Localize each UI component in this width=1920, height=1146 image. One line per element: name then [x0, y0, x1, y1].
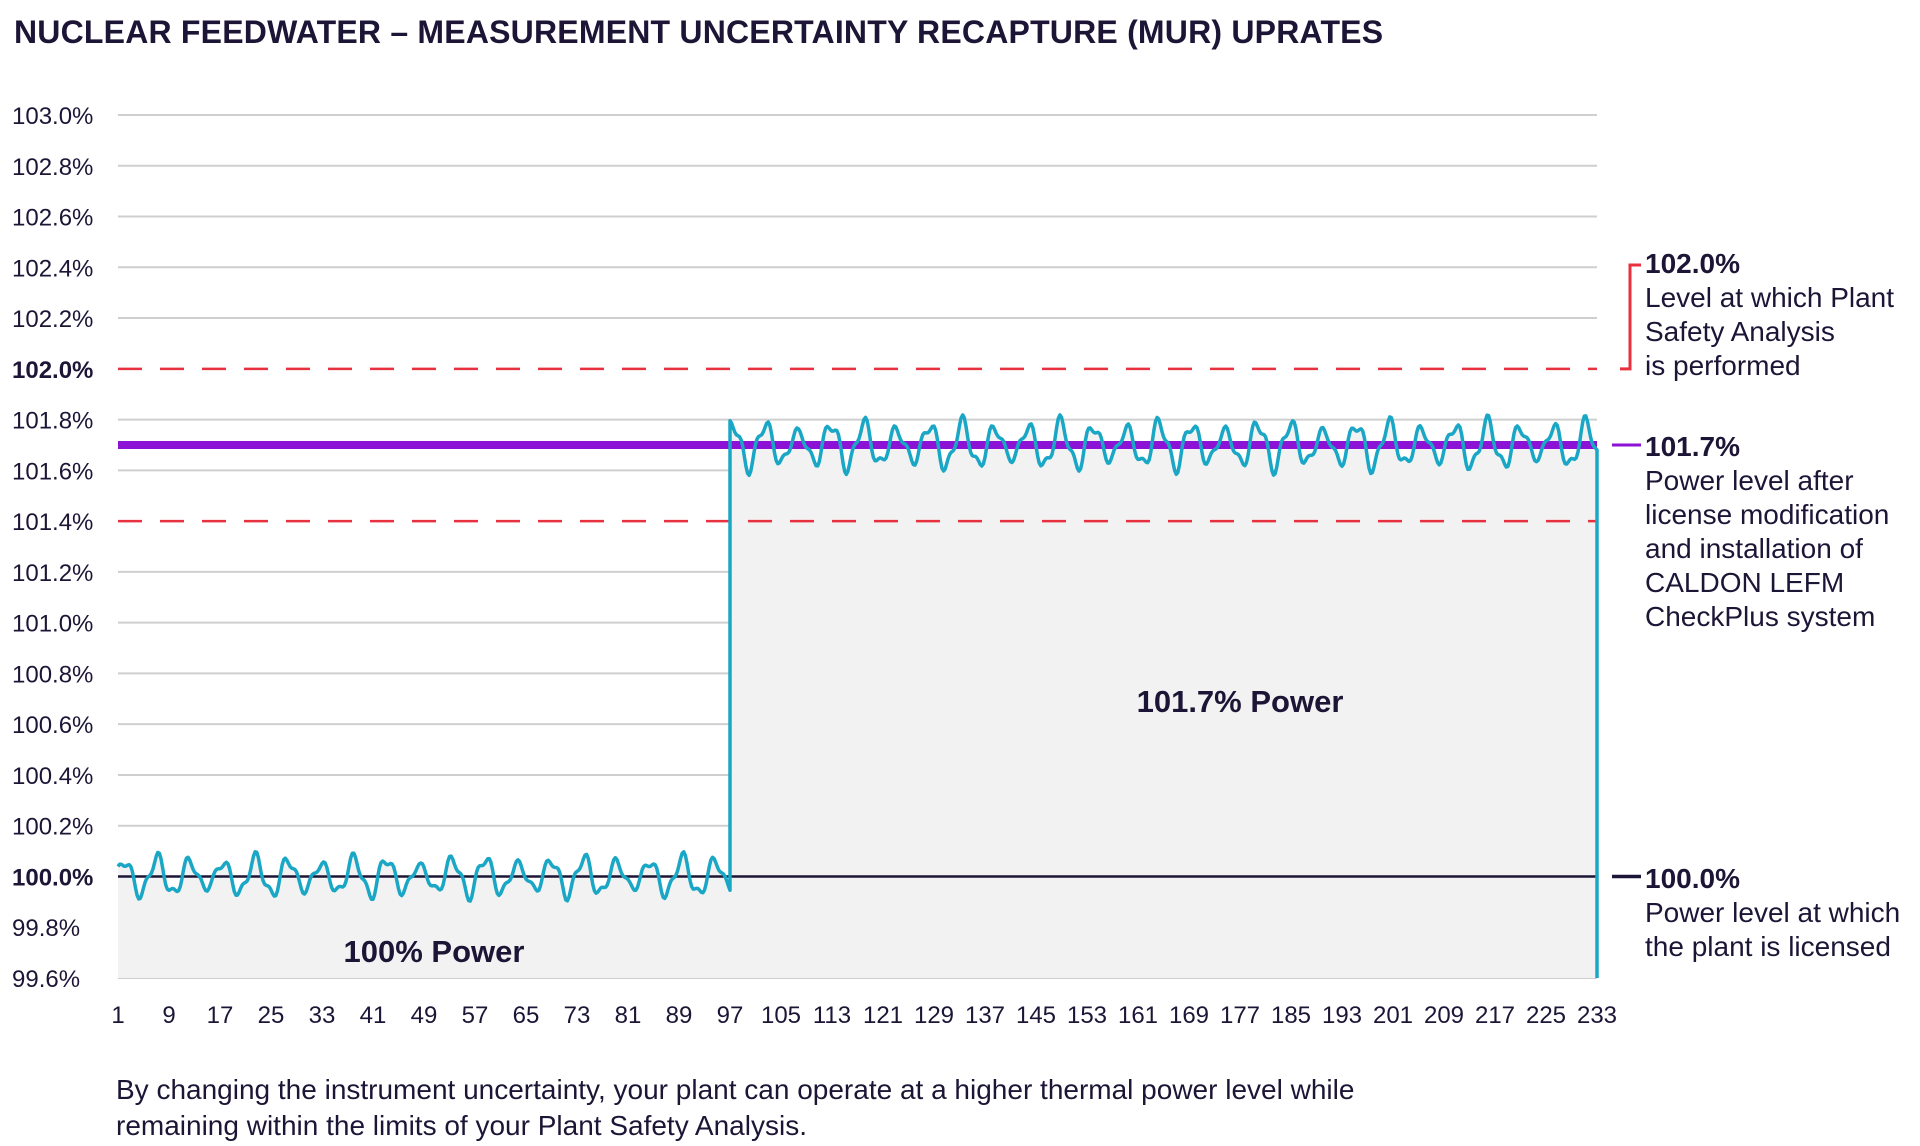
power-series-line — [116, 413, 1599, 978]
x-tick-label: 217 — [1475, 1002, 1515, 1029]
region-label-1017: 101.7% Power — [1137, 684, 1344, 719]
annotation-licensed: 100.0% Power level at which the plant is… — [1645, 862, 1900, 964]
x-tick-label: 57 — [462, 1002, 489, 1029]
y-tick-label: 101.8% — [12, 408, 93, 435]
x-tick-label: 65 — [513, 1002, 540, 1029]
x-tick-label: 9 — [162, 1002, 175, 1029]
series-lines — [116, 413, 1599, 978]
x-tick-label: 169 — [1169, 1002, 1209, 1029]
x-tick-label: 121 — [863, 1002, 903, 1029]
x-tick-label: 105 — [761, 1002, 801, 1029]
x-tick-label: 145 — [1016, 1002, 1056, 1029]
y-tick-label: 100.2% — [12, 814, 93, 841]
x-tick-label: 49 — [411, 1002, 438, 1029]
x-tick-label: 209 — [1424, 1002, 1464, 1029]
annotation-licensed-description: Power level at which the plant is licens… — [1645, 897, 1901, 962]
power-area-fill — [118, 414, 1597, 978]
grid-lines — [118, 114, 1597, 979]
annotation-uprate: 101.7% Power level after license modific… — [1645, 430, 1889, 634]
chart-title: NUCLEAR FEEDWATER – MEASUREMENT UNCERTAI… — [14, 14, 1384, 50]
x-tick-label: 193 — [1322, 1002, 1362, 1029]
y-tick-label: 100.4% — [12, 763, 93, 790]
x-tick-label: 201 — [1373, 1002, 1413, 1029]
line-chart: 99.6% 99.8% 100.0% 100.2% 100.4% 100.6% 100.8%… — [12, 103, 1641, 1029]
annotation-licensed-value: 100.0% — [1645, 863, 1740, 894]
y-tick-label: 101.2% — [12, 560, 93, 587]
y-tick-label: 99.6% — [12, 966, 80, 993]
y-tick-label: 100.6% — [12, 712, 93, 739]
x-tick-label: 161 — [1118, 1002, 1158, 1029]
y-tick-label: 101.4% — [12, 509, 93, 536]
x-tick-label: 17 — [207, 1002, 234, 1029]
y-tick-label: 103.0% — [12, 103, 93, 130]
x-tick-label: 137 — [965, 1002, 1005, 1029]
region-labels: 100% Power 101.7% Power — [344, 684, 1344, 969]
x-tick-label: 1 — [111, 1002, 124, 1029]
y-axis-ticks: 99.6% 99.8% 100.0% 100.2% 100.4% 100.6% 100.8%… — [12, 103, 93, 993]
x-tick-label: 177 — [1220, 1002, 1260, 1029]
annotation-uprate-description: Power level after license modification a… — [1645, 465, 1890, 632]
x-tick-label: 89 — [666, 1002, 693, 1029]
annotation-uprate-value: 101.7% — [1645, 431, 1740, 462]
y-tick-label: 102.4% — [12, 255, 93, 282]
x-tick-label: 113 — [813, 1002, 851, 1029]
y-tick-label: 101.6% — [12, 458, 93, 485]
annotation-safety-description: Level at which Plant Safety Analysis is … — [1645, 282, 1895, 381]
x-tick-label: 33 — [309, 1002, 336, 1029]
y-tick-label: 102.2% — [12, 306, 93, 333]
x-tick-label: 185 — [1271, 1002, 1311, 1029]
x-tick-label: 81 — [615, 1002, 642, 1029]
x-tick-label: 129 — [914, 1002, 954, 1029]
annotation-markers — [1612, 263, 1641, 879]
annotation-safety-value: 102.0% — [1645, 248, 1740, 279]
region-label-100: 100% Power — [344, 934, 525, 969]
y-tick-label: 100.8% — [12, 661, 93, 688]
y-tick-label: 102.0% — [12, 357, 93, 384]
x-tick-label: 153 — [1067, 1002, 1107, 1029]
x-tick-label: 225 — [1526, 1002, 1566, 1029]
x-tick-label: 25 — [258, 1002, 285, 1029]
y-tick-label: 102.8% — [12, 154, 93, 181]
x-tick-label: 41 — [360, 1002, 387, 1029]
annotation-safety: 102.0% Level at which Plant Safety Analy… — [1645, 247, 1894, 383]
x-tick-label: 73 — [564, 1002, 591, 1029]
y-tick-label: 100.0% — [12, 864, 93, 891]
x-axis-ticks: 1 9 17 25 33 41 49 57 65 73 81 89 97 105 113 121 129 137 1… — [111, 1002, 1617, 1029]
y-tick-label: 99.8% — [12, 915, 80, 942]
y-tick-label: 101.0% — [12, 611, 93, 638]
area-fill — [118, 414, 1597, 978]
safety-bracket-marker — [1620, 263, 1641, 371]
x-tick-label: 233 — [1577, 1002, 1617, 1029]
reference-lines — [118, 367, 1597, 878]
chart-caption: By changing the instrument uncertainty, … — [116, 1074, 1355, 1141]
y-tick-label: 102.6% — [12, 205, 93, 232]
x-tick-label: 97 — [717, 1002, 744, 1029]
